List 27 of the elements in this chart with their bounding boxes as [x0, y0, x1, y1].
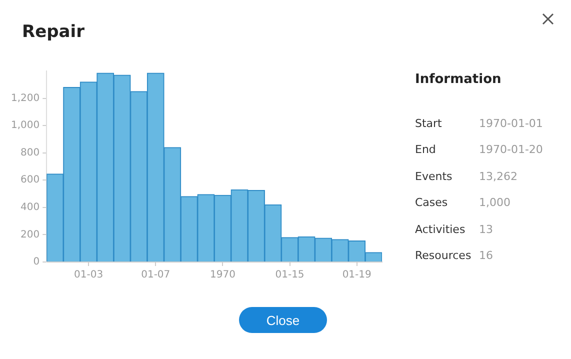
- category-label: Events: [415, 170, 454, 185]
- y-tick-label: 0: [33, 256, 40, 268]
- y-tick-label: 400: [20, 202, 40, 214]
- y-tick-label: 800: [20, 147, 40, 158]
- x-tick-label: 01-19: [342, 270, 372, 281]
- x-tick-label: 01-15: [275, 270, 304, 281]
- category-label: Resources: [415, 248, 472, 264]
- text: 16: [479, 248, 493, 262]
- y-tick-label: 600: [20, 174, 40, 186]
- category-label: Start: [415, 117, 443, 132]
- x-tick-label: 01-07: [141, 270, 170, 281]
- x-tick-label: 1970: [210, 270, 236, 281]
- category-label: Cases: [415, 196, 449, 212]
- y-tick-label: 1,000: [10, 120, 40, 132]
- text: 1970-01-01: [479, 117, 543, 130]
- text: Close: [239, 307, 327, 333]
- text: 13,262: [479, 170, 518, 183]
- chart-title: Repair: [22, 22, 84, 42]
- text: 13: [479, 222, 493, 236]
- category-label: Activities: [415, 222, 466, 238]
- category-label: End: [415, 143, 437, 158]
- x-tick-label: 01-03: [74, 270, 104, 281]
- text: Information: [415, 72, 502, 87]
- y-tick-label: 200: [20, 229, 40, 240]
- text: 1,000: [479, 196, 510, 210]
- text: 1970-01-20: [479, 143, 543, 156]
- y-tick-label: 1,200: [10, 92, 40, 104]
